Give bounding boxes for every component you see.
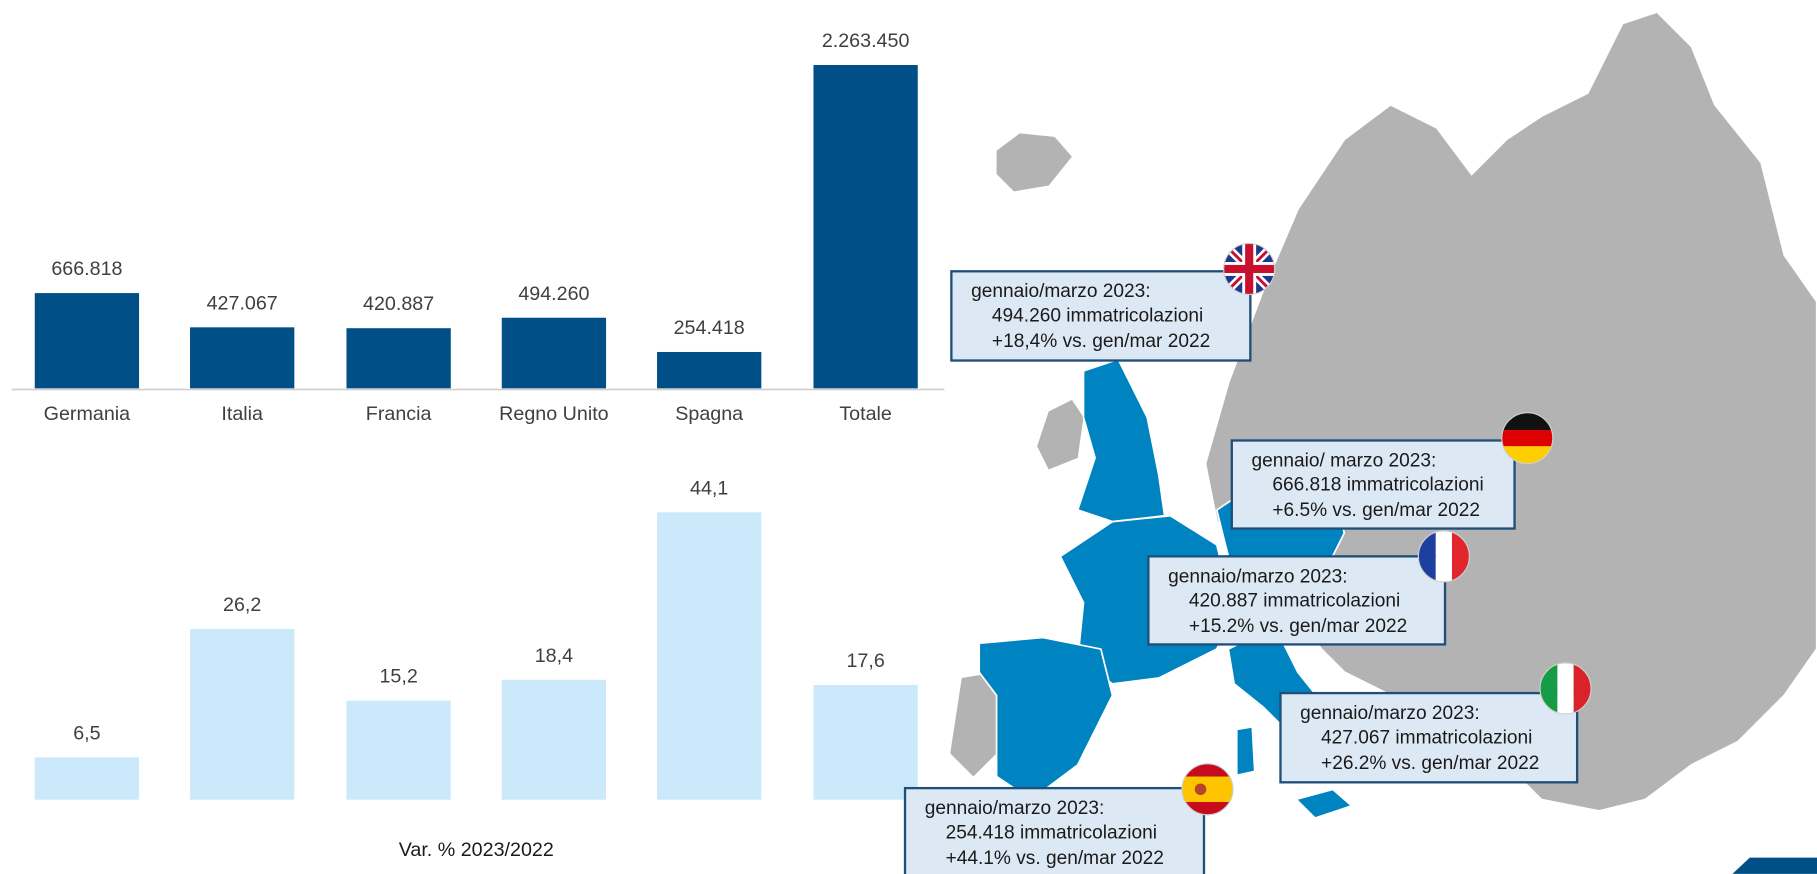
callout-line: gennaio/ marzo 2023: (1252, 450, 1437, 471)
flag-part (1181, 776, 1233, 803)
value-label: 666.818 (51, 258, 122, 280)
flag-part (1573, 662, 1592, 714)
callout: gennaio/marzo 2023: 427.067 immatricolazi… (1279, 662, 1592, 784)
x-tick-label: Regno Unito (499, 403, 608, 425)
flag-fill (1223, 243, 1275, 295)
flag (1417, 530, 1470, 583)
flag (1181, 763, 1234, 816)
x-tick-label: Spagna (675, 403, 743, 425)
flag-part (1194, 783, 1207, 796)
x-tick-label: Francia (366, 403, 432, 425)
value-label: 18,4 (535, 645, 573, 667)
bar (34, 293, 140, 389)
flag-rim (1223, 242, 1276, 296)
value-label: 17,6 (846, 650, 884, 672)
bar (190, 327, 295, 389)
sicily (1297, 790, 1351, 818)
callout-line: gennaio/marzo 2023: (971, 281, 1151, 302)
callout-box (950, 270, 1252, 362)
callout-line: 666.818 immatricolazioni (1272, 475, 1483, 496)
flag-rim (1501, 412, 1554, 465)
value-label: 420.887 (363, 293, 434, 315)
flag-fill (1540, 662, 1592, 714)
callout-box (1279, 691, 1579, 784)
bar (813, 685, 918, 800)
callout-box (1147, 555, 1447, 646)
x-tick-label: Germania (44, 403, 130, 425)
flag-rim (1539, 662, 1592, 715)
sardinia (1237, 727, 1254, 775)
callout: gennaio/marzo 2023: 420.887 immatricolazi… (1147, 530, 1470, 646)
flag-part (1451, 530, 1470, 582)
callout: gennaio/ marzo 2023: 666.818 immatricolaz… (1230, 412, 1554, 530)
bar (501, 679, 607, 800)
flag-part (1245, 243, 1254, 295)
callout-line: 427.067 immatricolazioni (1321, 727, 1532, 748)
bar (190, 628, 295, 800)
flag-fill (1418, 530, 1470, 582)
x-tick-label: Totale (839, 403, 892, 425)
value-label: 427.067 (207, 292, 278, 314)
flag-fill (1181, 763, 1233, 815)
callout-line: gennaio/marzo 2023: (925, 798, 1105, 819)
value-label: 2.263.450 (822, 30, 910, 52)
callout-line: +6.5% vs. gen/mar 2022 (1272, 500, 1480, 521)
callout-box (903, 786, 1206, 874)
value-label: 6,5 (73, 722, 100, 744)
callout-line: +15.2% vs. gen/mar 2022 (1189, 616, 1407, 637)
bar (813, 65, 918, 389)
flag-part (1540, 662, 1558, 714)
corner-tab (1732, 857, 1817, 874)
bar (657, 512, 762, 800)
value-label: 44,1 (690, 477, 728, 499)
flag-part (1418, 530, 1436, 582)
callout: gennaio/marzo 2023: 494.260 immatricolazi… (950, 242, 1276, 362)
callout-box (1230, 439, 1516, 530)
flag-rim (1417, 530, 1470, 583)
flag-part (1435, 530, 1452, 582)
flag-fill (1501, 412, 1553, 464)
portugal (950, 672, 997, 777)
callout-line: +44.1% vs. gen/mar 2022 (946, 848, 1164, 869)
value-label: 15,2 (379, 666, 417, 688)
iceland (996, 133, 1072, 192)
callout-line: 420.887 immatricolazioni (1189, 591, 1400, 612)
value-label: 26,2 (223, 594, 261, 616)
flag-part (1501, 430, 1553, 447)
callout-line: gennaio/marzo 2023: (1168, 566, 1348, 587)
x-tick-label: Italia (221, 403, 263, 425)
bar (501, 317, 607, 389)
bar (346, 700, 451, 800)
value-label: 494.260 (518, 283, 589, 305)
flag-part (1501, 446, 1553, 464)
bar (657, 351, 762, 389)
bar (346, 328, 451, 389)
callout-line: 254.418 immatricolazioni (946, 822, 1157, 843)
flag (1223, 242, 1276, 296)
flag-part (1557, 662, 1574, 714)
x-axis-title: Var. % 2023/2022 (399, 839, 554, 861)
spain (978, 636, 1114, 801)
flag-part (1501, 412, 1553, 431)
uk (1076, 358, 1166, 523)
callout: gennaio/marzo 2023: 254.418 immatricolazi… (903, 763, 1234, 874)
callout-line: +26.2% vs. gen/mar 2022 (1321, 753, 1539, 774)
ireland (1037, 399, 1084, 470)
callout-line: 494.260 immatricolazioni (992, 306, 1203, 327)
value-label: 254.418 (674, 317, 745, 339)
flag-rim (1181, 763, 1234, 816)
bar (34, 757, 140, 800)
flag (1501, 412, 1554, 465)
callout-line: gennaio/marzo 2023: (1300, 703, 1480, 724)
flag (1539, 662, 1592, 715)
callout-line: +18,4% vs. gen/mar 2022 (992, 331, 1210, 352)
